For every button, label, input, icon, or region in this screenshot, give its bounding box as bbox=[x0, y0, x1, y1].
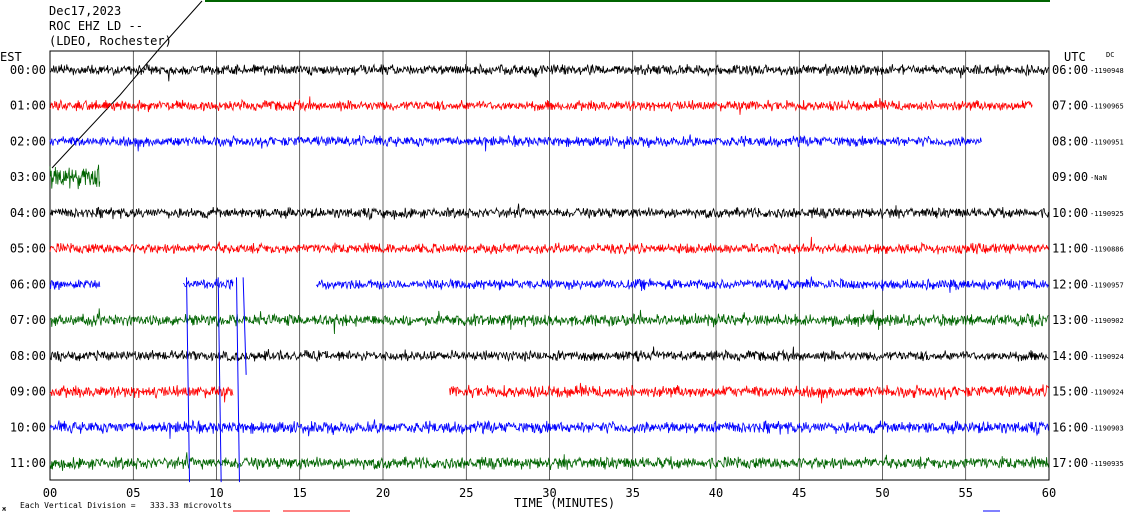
dc-offset-0: -1190948 bbox=[1090, 67, 1124, 75]
dc-offset-5: -1190886 bbox=[1090, 246, 1124, 254]
trace-row-7-seg-0 bbox=[49, 308, 1049, 335]
est-label-2: 02:00 bbox=[10, 134, 46, 148]
x-tick-labels: 00 05 10 15 20 25 30 35 40 45 50 55 60 bbox=[43, 486, 1056, 500]
utc-label-6: 12:00 bbox=[1052, 277, 1088, 291]
dc-offset-7: -1190902 bbox=[1090, 317, 1124, 325]
est-label-8: 08:00 bbox=[10, 349, 46, 363]
trace-row-11-seg-0 bbox=[49, 452, 1049, 471]
spike-diagonal-trace bbox=[51, 0, 203, 169]
est-label-4: 04:00 bbox=[10, 206, 46, 220]
trace-row-5-seg-0 bbox=[49, 236, 1049, 255]
dc-offset-8: -1190924 bbox=[1090, 353, 1124, 361]
dropout-spike-2 bbox=[235, 277, 240, 483]
est-label-9: 09:00 bbox=[10, 385, 46, 399]
x-tick-00: 00 bbox=[43, 486, 57, 500]
utc-label-4: 10:00 bbox=[1052, 206, 1088, 220]
dc-header-label: DC bbox=[1106, 51, 1114, 59]
x-tick-25: 25 bbox=[459, 486, 473, 500]
utc-label-9: 15:00 bbox=[1052, 385, 1088, 399]
est-label-10: 10:00 bbox=[10, 420, 46, 434]
utc-label-3: 09:00 bbox=[1052, 170, 1088, 184]
trace-row-1-seg-0 bbox=[49, 96, 1033, 115]
dc-offset-10: -1190903 bbox=[1090, 424, 1124, 432]
trace-row-9-seg-0 bbox=[49, 385, 234, 403]
x-tick-05: 05 bbox=[126, 486, 140, 500]
x-tick-45: 45 bbox=[792, 486, 806, 500]
utc-label-11: 17:00 bbox=[1052, 456, 1088, 470]
dc-offset-3: -NaN bbox=[1090, 174, 1107, 182]
x-tick-60: 60 bbox=[1042, 486, 1056, 500]
dc-offset-4: -1190925 bbox=[1090, 210, 1124, 218]
x-tick-15: 15 bbox=[293, 486, 307, 500]
trace-row-4-seg-0 bbox=[49, 203, 1049, 221]
chart-date: Dec17,2023 bbox=[49, 4, 121, 18]
utc-label-7: 13:00 bbox=[1052, 313, 1088, 327]
utc-label-10: 16:00 bbox=[1052, 420, 1088, 434]
footer-mark: ж bbox=[2, 505, 7, 513]
trace-row-3-seg-0 bbox=[49, 164, 101, 190]
utc-label-2: 08:00 bbox=[1052, 134, 1088, 148]
est-label-1: 01:00 bbox=[10, 99, 46, 113]
x-tick-35: 35 bbox=[626, 486, 640, 500]
trace-row-0-seg-0 bbox=[49, 63, 1049, 82]
dropout-spike-3 bbox=[242, 277, 247, 375]
trace-row-6-seg-2 bbox=[316, 276, 1049, 293]
seismic-traces bbox=[49, 63, 1049, 483]
dc-offset-11: -1190935 bbox=[1090, 460, 1124, 468]
x-tick-55: 55 bbox=[959, 486, 973, 500]
utc-label-5: 11:00 bbox=[1052, 242, 1088, 256]
x-tick-30: 30 bbox=[542, 486, 556, 500]
dropout-spike-1 bbox=[217, 277, 222, 483]
est-label-6: 06:00 bbox=[10, 277, 46, 291]
utc-label-1: 07:00 bbox=[1052, 99, 1088, 113]
trace-row-9-seg-1 bbox=[449, 382, 1049, 404]
utc-label-8: 14:00 bbox=[1052, 349, 1088, 363]
trace-row-8-seg-0 bbox=[49, 346, 1049, 363]
trace-row-2-seg-0 bbox=[49, 134, 983, 152]
est-label-7: 07:00 bbox=[10, 313, 46, 327]
dropout-spike-0 bbox=[186, 277, 191, 483]
x-tick-50: 50 bbox=[875, 486, 889, 500]
scale-value: 333.33 microvolts bbox=[150, 501, 232, 510]
dc-offset-1: -1190965 bbox=[1090, 103, 1124, 111]
vertical-gridlines bbox=[132, 51, 967, 480]
x-tick-20: 20 bbox=[376, 486, 390, 500]
dc-offset-9: -1190924 bbox=[1090, 389, 1124, 397]
chart-network: (LDEO, Rochester) bbox=[49, 34, 172, 48]
est-label-5: 05:00 bbox=[10, 242, 46, 256]
dc-offset-6: -1190957 bbox=[1090, 281, 1124, 289]
trace-row-6-seg-0 bbox=[49, 279, 101, 290]
est-label-3: 03:00 bbox=[10, 170, 46, 184]
trace-row-6-seg-1 bbox=[182, 278, 234, 291]
x-tick-10: 10 bbox=[209, 486, 223, 500]
dc-offset-2: -1190951 bbox=[1090, 138, 1124, 146]
scale-label: Each Vertical Division = bbox=[20, 501, 136, 510]
x-axis-label: TIME (MINUTES) bbox=[514, 496, 615, 510]
est-label-0: 00:00 bbox=[10, 63, 46, 77]
chart-station: ROC EHZ LD -- bbox=[49, 19, 143, 33]
x-tick-40: 40 bbox=[709, 486, 723, 500]
utc-label-0: 06:00 bbox=[1052, 63, 1088, 77]
right-timezone-label: UTC bbox=[1064, 50, 1086, 64]
left-timezone-label: EST bbox=[0, 50, 22, 64]
est-label-11: 11:00 bbox=[10, 456, 46, 470]
trace-row-10-seg-0 bbox=[49, 419, 1049, 439]
